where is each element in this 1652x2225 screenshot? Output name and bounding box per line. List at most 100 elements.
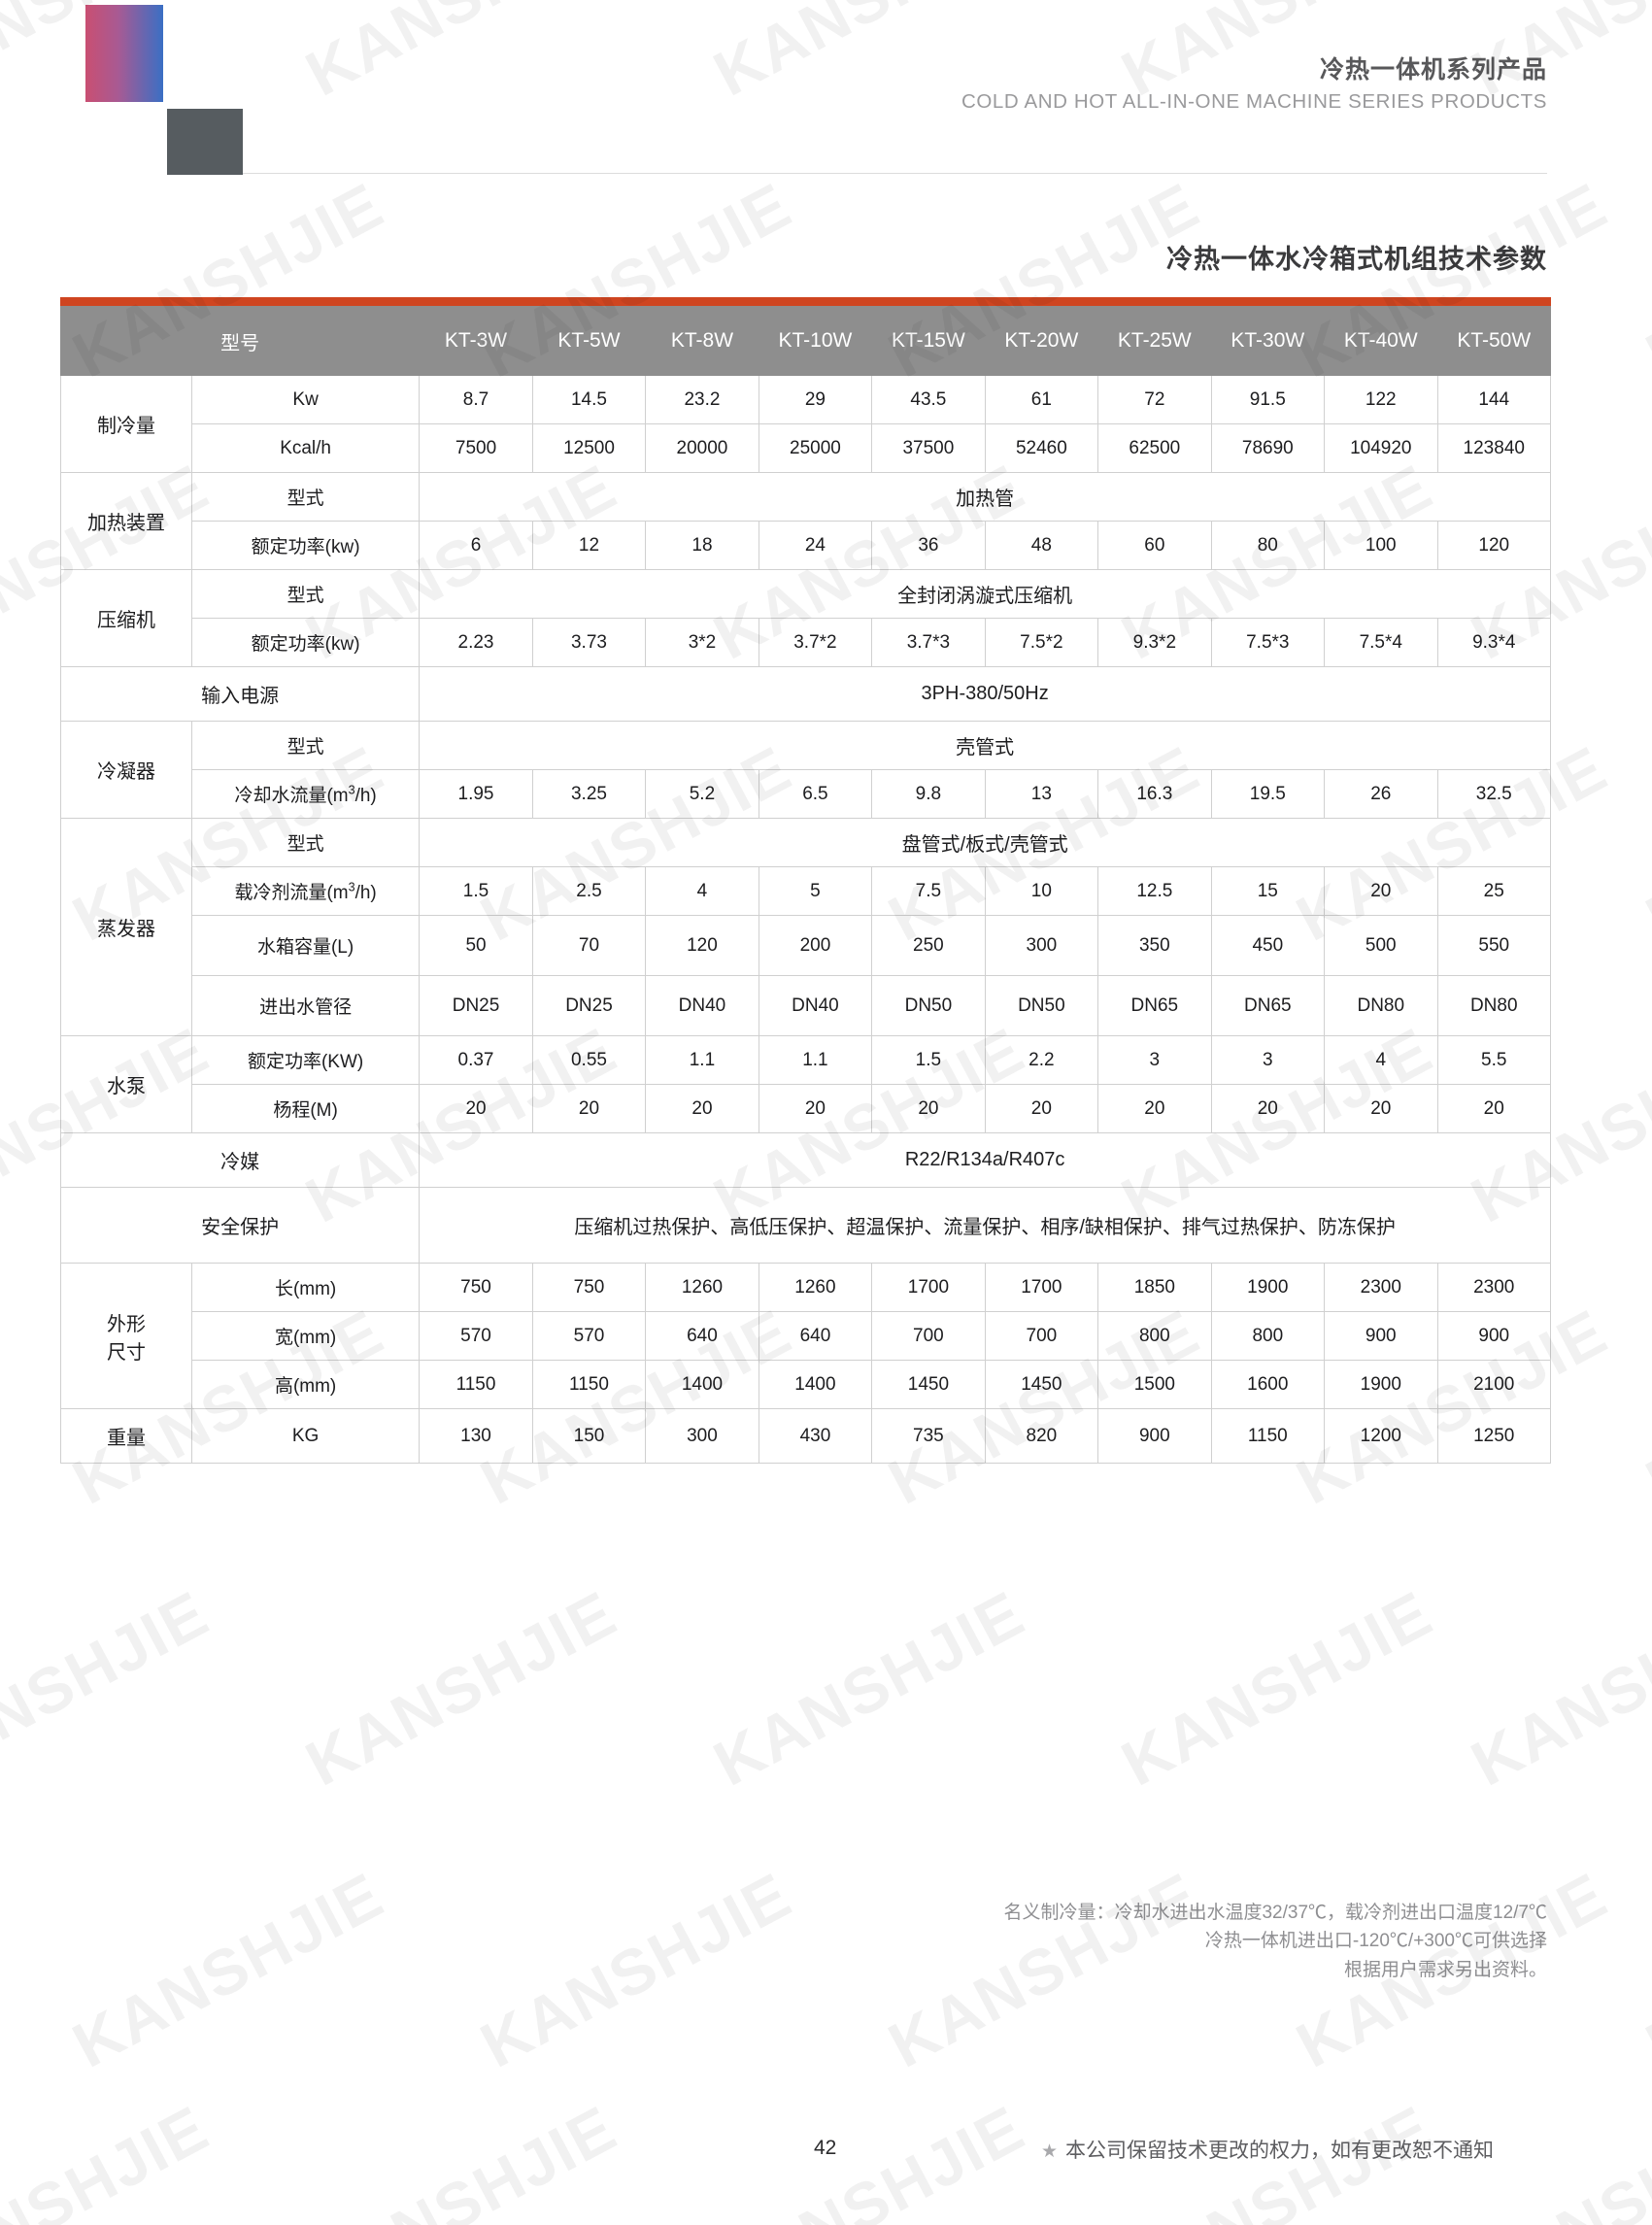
cell: 104920	[1324, 423, 1438, 473]
table-row-width: 宽(mm) 570 570 640 640 700 700 800 800 90…	[61, 1311, 1551, 1361]
watermark-text: KANSHJIE	[1635, 731, 1652, 955]
row-label-pump-power: 额定功率(KW)	[190, 1035, 421, 1085]
cell-condenser-type-value: 壳管式	[419, 721, 1551, 770]
cell: 20	[1210, 1084, 1326, 1133]
cell: 20000	[645, 423, 759, 473]
cell: 19.5	[1210, 769, 1326, 819]
cell: 16.3	[1097, 769, 1212, 819]
header-model-label: 型号	[59, 306, 421, 376]
cell: 20	[531, 1084, 647, 1133]
cell: 25000	[758, 423, 873, 473]
header-model-9: KT-50W	[1436, 306, 1551, 376]
cell: 2300	[1436, 1263, 1551, 1312]
row-label-cooling-kw: Kw	[190, 375, 421, 424]
cell: 1200	[1324, 1408, 1438, 1464]
watermark-text: KANSHJIE	[294, 2091, 628, 2225]
row-label-heater-type: 型式	[190, 472, 421, 522]
table-row-compressor-power: 额定功率(kw) 2.23 3.73 3*2 3.7*2 3.7*3 7.5*2…	[61, 618, 1551, 667]
cell: 450	[1210, 915, 1326, 976]
footnotes: 名义制冷量：冷却水进出水温度32/37℃，载冷剂进出口温度12/7℃ 冷热一体机…	[1003, 1899, 1547, 1984]
cell: DN65	[1210, 975, 1326, 1036]
header-model-5: KT-20W	[984, 306, 1099, 376]
watermark-text: KANSHJIE	[1460, 1576, 1652, 1800]
cell: 3.73	[531, 618, 647, 667]
cell-heater-type-value: 加热管	[419, 472, 1551, 522]
cell: 12	[531, 521, 647, 570]
table-row-evaporator-flow: 载冷剂流量(m3/h) 1.5 2.5 4 5 7.5 10 12.5 15 2…	[61, 866, 1551, 916]
table-row-heater-power: 额定功率(kw) 6 12 18 24 36 48 60 80 100 120	[61, 521, 1551, 570]
cell: 900	[1097, 1408, 1212, 1464]
cell: 72	[1097, 375, 1212, 424]
cell: DN40	[758, 975, 873, 1036]
cell: 78690	[1210, 423, 1326, 473]
cell: 150	[531, 1408, 647, 1464]
cell: 36	[871, 521, 986, 570]
cell: 130	[419, 1408, 533, 1464]
cell: 62500	[1097, 423, 1212, 473]
cell: 144	[1436, 375, 1551, 424]
header-divider	[243, 173, 1547, 174]
cell: 50	[419, 915, 533, 976]
cell: DN80	[1324, 975, 1438, 1036]
cell: 3	[1097, 1035, 1212, 1085]
cell: 3.25	[531, 769, 647, 819]
cell: DN25	[419, 975, 533, 1036]
cell: 0.37	[419, 1035, 533, 1085]
cell: 1700	[871, 1263, 986, 1312]
header-model-7: KT-30W	[1210, 306, 1326, 376]
cell-power-input-value: 3PH-380/50Hz	[419, 666, 1551, 722]
cell: 3*2	[645, 618, 759, 667]
row-label-tank: 水箱容量(L)	[190, 915, 421, 976]
cell: 1260	[758, 1263, 873, 1312]
table-row-refrigerant: 冷媒 R22/R134a/R407c	[59, 1132, 1551, 1188]
cell-refrigerant-value: R22/R134a/R407c	[419, 1132, 1551, 1188]
cell: 120	[1436, 521, 1551, 570]
cell: 1150	[531, 1360, 647, 1409]
cell: 14.5	[531, 375, 647, 424]
cell: 1450	[871, 1360, 986, 1409]
cell: 7500	[419, 423, 533, 473]
row-label-refrigerant: 冷媒	[59, 1132, 421, 1188]
cell: 5.2	[645, 769, 759, 819]
cell: 120	[645, 915, 759, 976]
cell: 700	[984, 1311, 1099, 1361]
cell: 52460	[984, 423, 1099, 473]
cell: 20	[1097, 1084, 1212, 1133]
cell: 122	[1324, 375, 1438, 424]
cell: 200	[758, 915, 873, 976]
header-title-cn: 冷热一体机系列产品	[1319, 56, 1547, 84]
header-model-0: KT-3W	[419, 306, 533, 376]
group-label-compressor: 压缩机	[60, 569, 192, 667]
cell: 29	[758, 375, 873, 424]
cell: 100	[1324, 521, 1438, 570]
header-model-1: KT-5W	[531, 306, 647, 376]
cell: 91.5	[1210, 375, 1326, 424]
cell: 48	[984, 521, 1099, 570]
footer-note-text: 本公司保留技术更改的权力，如有更改恕不通知	[1065, 2140, 1495, 2162]
cell-evaporator-type-value: 盘管式/板式/壳管式	[419, 818, 1551, 867]
cell: 20	[419, 1084, 533, 1133]
cell: 1500	[1097, 1360, 1212, 1409]
group-label-heater: 加热装置	[60, 472, 192, 570]
spec-table-body: 型号 KT-3W KT-5W KT-8W KT-10W KT-15W KT-20…	[59, 306, 1551, 1464]
row-label-cooling-kcal: Kcal/h	[190, 423, 421, 473]
accent-bar	[60, 297, 1551, 306]
group-label-weight: 重量	[60, 1408, 192, 1464]
table-row-length: 外形 尺寸 长(mm) 750 750 1260 1260 1700 1700 1…	[60, 1263, 1551, 1409]
cell: 900	[1324, 1311, 1438, 1361]
header-model-4: KT-15W	[871, 306, 986, 376]
cell: 6	[419, 521, 533, 570]
cell: 20	[758, 1084, 873, 1133]
cell: 1.5	[419, 866, 533, 916]
cell: 1.95	[419, 769, 533, 819]
watermark-text: KANSHJIE	[469, 1858, 803, 2081]
cell: 750	[531, 1263, 647, 1312]
cell: 1700	[984, 1263, 1099, 1312]
cell: 300	[645, 1408, 759, 1464]
cell: 2.5	[531, 866, 647, 916]
cell: 20	[1324, 866, 1438, 916]
cell: 24	[758, 521, 873, 570]
group-label-evaporator: 蒸发器	[60, 818, 192, 1036]
cell: 61	[984, 375, 1099, 424]
cell: 800	[1210, 1311, 1326, 1361]
